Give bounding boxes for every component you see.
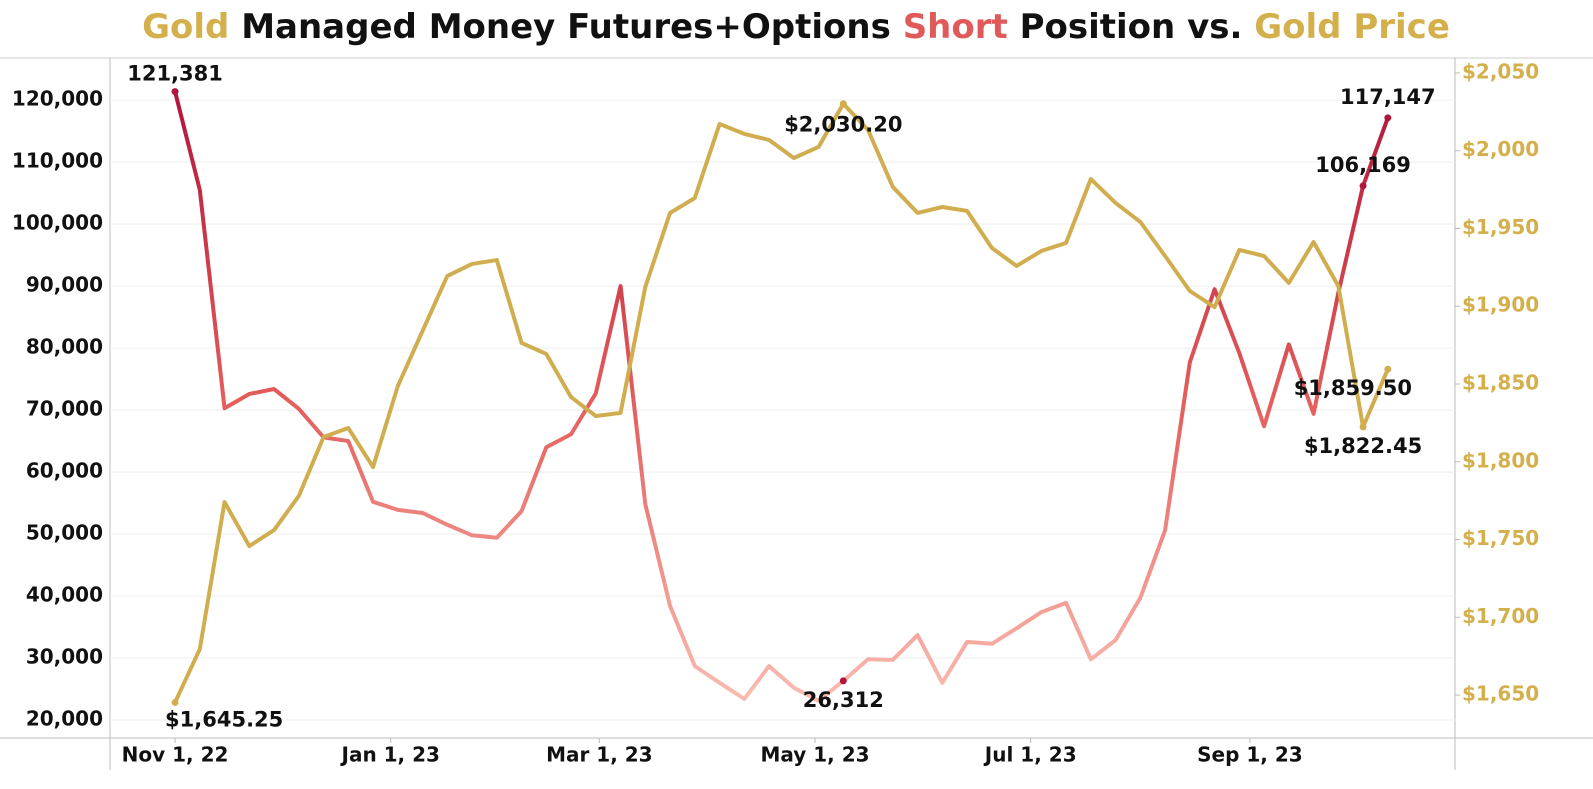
data-label: 26,312 xyxy=(803,688,884,712)
data-label: $1,645.25 xyxy=(165,707,283,731)
series-line xyxy=(173,91,1390,703)
y2-tick-label: $1,950 xyxy=(1462,215,1539,239)
point xyxy=(1384,114,1392,122)
x-tick-label: Nov 1, 22 xyxy=(122,743,229,767)
y2-tick-label: $1,800 xyxy=(1462,448,1539,472)
y-tick-label: 40,000 xyxy=(26,583,103,607)
y-tick-label: 120,000 xyxy=(12,87,103,111)
y-tick-label: 60,000 xyxy=(26,459,103,483)
x-tick-label: Mar 1, 23 xyxy=(546,743,653,767)
data-label: $2,030.20 xyxy=(784,113,902,137)
title-part: Position vs. xyxy=(1008,7,1254,47)
point xyxy=(171,88,179,96)
y-tick-label: 90,000 xyxy=(26,273,103,297)
title-part: Gold xyxy=(142,7,229,47)
point xyxy=(171,698,179,706)
point xyxy=(839,100,847,108)
y-tick-label: 50,000 xyxy=(26,521,103,545)
data-label: 106,169 xyxy=(1315,153,1411,177)
series-line xyxy=(173,101,1390,704)
x-tick-label: May 1, 23 xyxy=(760,743,869,767)
x-tick-label: Jan 1, 23 xyxy=(340,743,440,767)
y2-tick-label: $1,700 xyxy=(1462,604,1539,628)
y2-tick-label: $1,650 xyxy=(1462,682,1539,706)
title-part: Managed Money Futures+Options xyxy=(229,7,902,47)
y2-tick-label: $2,050 xyxy=(1462,59,1539,83)
point xyxy=(1359,182,1367,190)
title-part: Gold Price xyxy=(1254,7,1450,47)
point xyxy=(1359,423,1367,431)
data-label: $1,859.50 xyxy=(1294,376,1412,400)
y2-tick-label: $1,900 xyxy=(1462,293,1539,317)
y-tick-label: 20,000 xyxy=(26,707,103,731)
chart-title: Gold Managed Money Futures+Options Short… xyxy=(142,7,1450,47)
point xyxy=(1384,365,1392,373)
x-tick-label: Jul 1, 23 xyxy=(983,743,1077,767)
data-label: $1,822.45 xyxy=(1304,434,1422,458)
y2-tick-label: $1,850 xyxy=(1462,371,1539,395)
y-tick-label: 110,000 xyxy=(12,149,103,173)
y2-tick-label: $2,000 xyxy=(1462,137,1539,161)
y-tick-label: 30,000 xyxy=(26,645,103,669)
point xyxy=(839,677,847,685)
y-tick-label: 70,000 xyxy=(26,397,103,421)
data-label: 121,381 xyxy=(127,62,223,86)
x-tick-label: Sep 1, 23 xyxy=(1197,743,1303,767)
data-label: 117,147 xyxy=(1340,85,1436,109)
title-part: Short xyxy=(903,7,1008,47)
y-tick-label: 100,000 xyxy=(12,211,103,235)
y2-tick-label: $1,750 xyxy=(1462,526,1539,550)
y-tick-label: 80,000 xyxy=(26,335,103,359)
